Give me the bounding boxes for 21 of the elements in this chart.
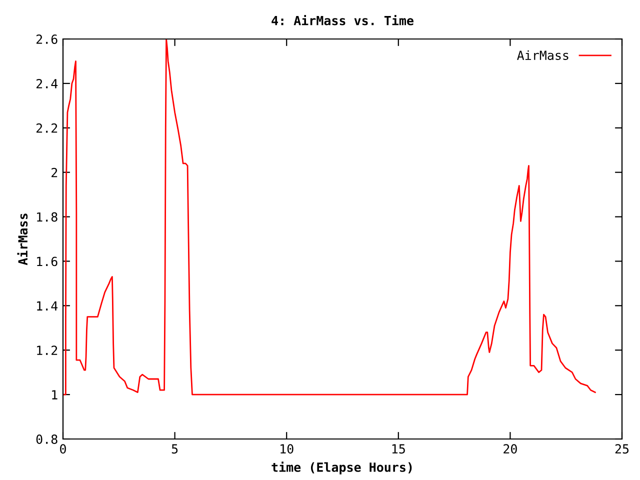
y-tick-label: 1.6 [37, 256, 58, 266]
y-axis-title: AirMass [17, 214, 28, 266]
y-tick-label: 2.6 [36, 34, 58, 44]
line-series [63, 39, 596, 396]
x-tick-label: 20 [504, 444, 517, 454]
x-tick-label: 15 [392, 444, 405, 454]
legend-label: AirMass [517, 50, 568, 60]
x-axis-title: time (Elapse Hours) [272, 462, 412, 474]
y-tick-label: 1.4 [37, 301, 58, 310]
y-tick-label: 1.2 [37, 346, 58, 355]
chart-title: 4: AirMass vs. Time [272, 14, 414, 26]
y-tick-label: 1.8 [37, 212, 58, 222]
y-tick-label: 0.8 [36, 434, 58, 444]
y-tick-label: 2.4 [36, 78, 58, 88]
y-tick-label: 2 [52, 168, 58, 178]
x-tick-label: 5 [172, 444, 178, 454]
y-tick-label: 1 [52, 390, 58, 400]
y-tick-label: 2.2 [36, 123, 58, 133]
x-tick-label: 0 [60, 444, 66, 454]
x-tick-label: 10 [280, 444, 294, 454]
x-tick-label: 25 [615, 444, 629, 454]
